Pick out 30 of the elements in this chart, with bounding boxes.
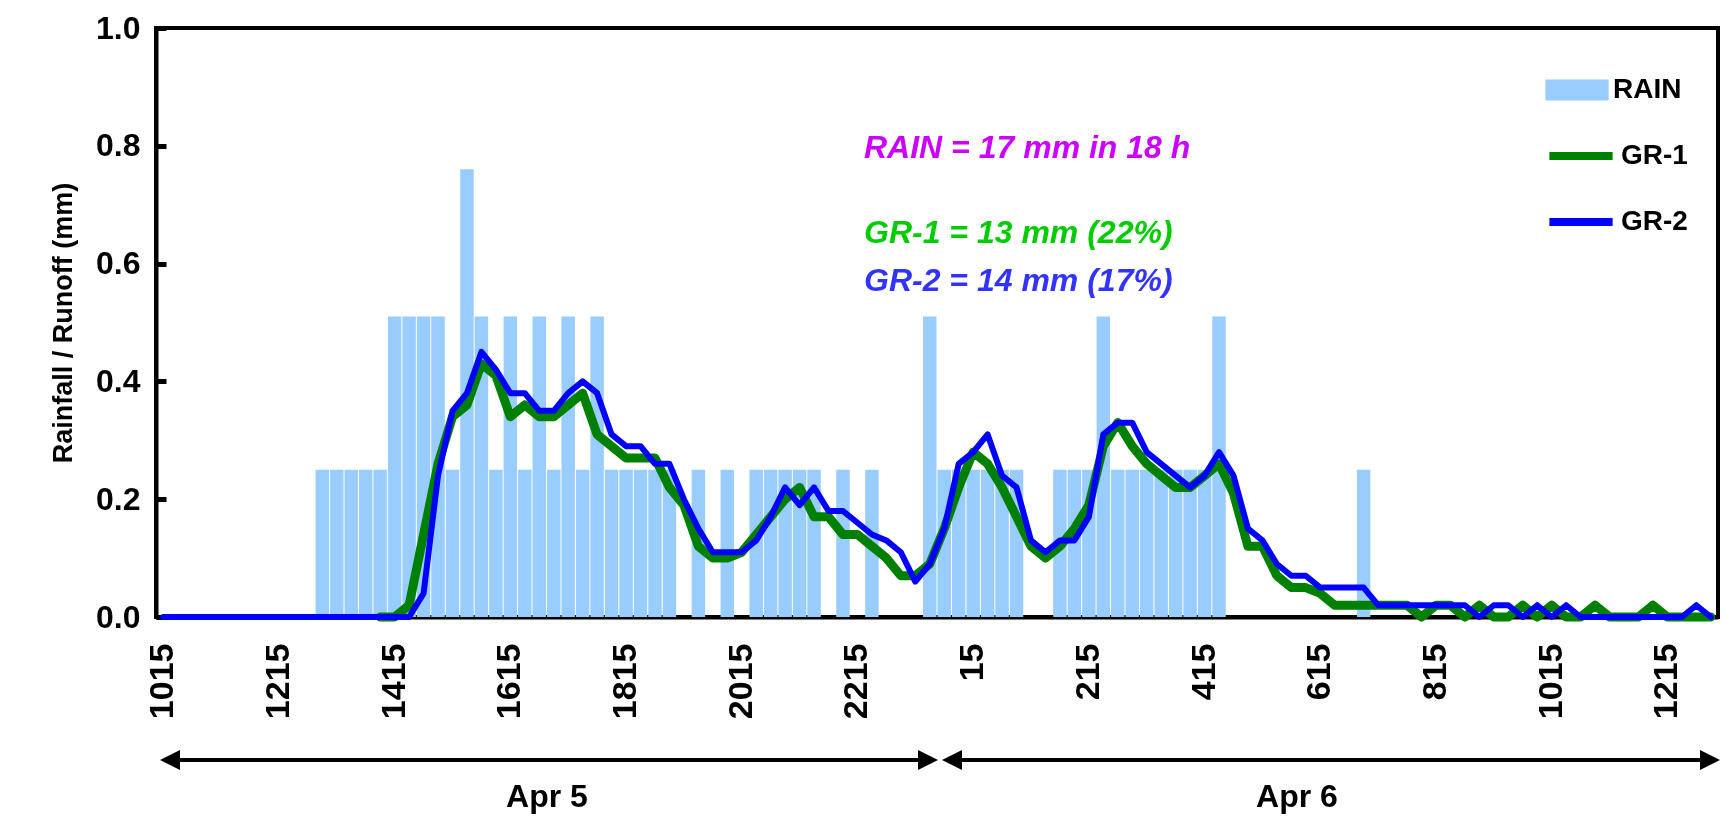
legend-label: GR-1 bbox=[1621, 139, 1688, 170]
x-tick-label: 2215 bbox=[836, 643, 875, 720]
y-tick-label: 0.6 bbox=[96, 245, 141, 282]
text: Apr 6 bbox=[1256, 778, 1338, 814]
x-tick-label: 1215 bbox=[257, 643, 296, 720]
y-tick-label: 0.2 bbox=[96, 480, 141, 517]
text: Apr 5 bbox=[506, 778, 588, 814]
annotation: GR-2 = 14 mm (17%) bbox=[864, 262, 1173, 298]
x-tick-label: 2015 bbox=[720, 643, 759, 720]
annotation: GR-1 = 13 mm (22%) bbox=[864, 214, 1173, 250]
y-tick-label: 0.8 bbox=[96, 127, 141, 164]
y-tick-label: 0.0 bbox=[96, 598, 141, 635]
y-tick-label: 0.4 bbox=[96, 362, 141, 399]
x-tick-label: 1615 bbox=[489, 643, 528, 720]
x-tick-label: 1015 bbox=[1530, 643, 1569, 720]
legend-label: RAIN bbox=[1613, 73, 1682, 104]
y-tick-label: 1.0 bbox=[96, 9, 141, 46]
x-tick-label: 15 bbox=[952, 643, 991, 682]
x-tick-label: 215 bbox=[1067, 643, 1106, 701]
legend-label: GR-2 bbox=[1621, 205, 1688, 236]
x-tick-label: 1815 bbox=[605, 643, 644, 720]
x-tick-label: 415 bbox=[1183, 643, 1222, 701]
bar bbox=[923, 316, 937, 617]
y-axis-title: Rainfall / Runoff (mm) bbox=[48, 182, 79, 464]
annotation: RAIN = 17 mm in 18 h bbox=[864, 129, 1191, 165]
x-tick-label: 615 bbox=[1299, 643, 1338, 701]
x-tick-label: 815 bbox=[1414, 643, 1453, 701]
x-tick-label: 1015 bbox=[142, 643, 181, 720]
x-tick-label: 1215 bbox=[1646, 643, 1685, 720]
x-tick-label: 1415 bbox=[373, 643, 412, 720]
